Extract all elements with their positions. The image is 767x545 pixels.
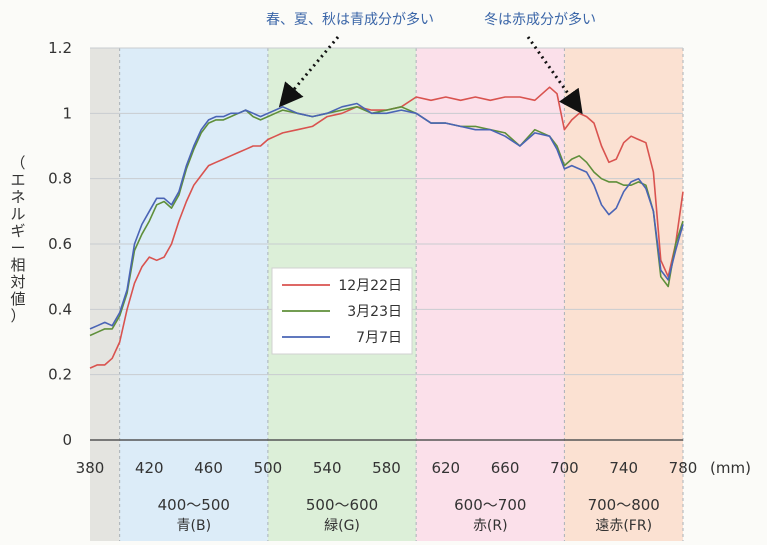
band-4 [564,48,683,541]
band-label-4: 700～800 [588,496,660,514]
band-label-2: 500～600 [306,496,378,514]
x-tick-label-9: 740 [609,459,638,477]
y-tick-label-4: 0.8 [48,170,72,188]
band-sublabel-1: 青(B) [177,518,212,534]
y-axis-label: （エネルギー相対値） [10,154,25,325]
y-tick-label-3: 0.6 [48,235,72,253]
annotation-text-0: 春、夏、秋は青成分が多い [266,11,434,28]
y-tick-label-2: 0.4 [48,300,72,318]
x-tick-label-3: 500 [254,459,283,477]
x-tick-label-1: 420 [135,459,164,477]
annotation-arrow-0 [278,36,340,108]
band-1 [119,48,268,541]
annotation-arrow-1 [526,36,583,115]
band-label-3: 600～700 [454,496,526,514]
band-label-1: 400～500 [158,496,230,514]
x-tick-label-8: 700 [550,459,579,477]
legend-label-2: 7月7日 [356,330,402,346]
y-tick-label-0: 0 [62,431,72,449]
x-tick-label-5: 580 [372,459,401,477]
x-tick-label-4: 540 [313,459,342,477]
band-sublabel-2: 緑(G) [324,518,360,534]
x-tick-label-2: 460 [194,459,223,477]
series-layer [89,86,684,369]
annotation-text-1: 冬は赤成分が多い [484,11,596,28]
series-line-2 [89,102,684,330]
legend-label-1: 3月23日 [347,304,402,320]
legend-label-0: 12月22日 [338,278,402,294]
y-tick-label-1: 0.2 [48,366,72,384]
x-tick-label-7: 660 [491,459,520,477]
band-sublabel-4: 遠赤(FR) [595,518,652,534]
y-tick-label-5: 1 [62,104,72,122]
x-unit-label: (mm) [710,459,751,477]
series-line-1 [89,106,684,337]
x-tick-label-6: 620 [431,459,460,477]
x-tick-label-10: 780 [669,459,698,477]
band-layer: 400～500 青(B) 500～600 緑(G) 600～700 赤(R) 700～800… [90,48,684,541]
x-tick-label-0: 380 [76,459,105,477]
band-0 [90,48,120,541]
axes-layer: 0 0.2 0.4 0.6 0.8 1 1.2 380 420 460 500 540 580 620 66… [10,39,750,477]
annotation-layer: 春、夏、秋は青成分が多い 冬は赤成分が多い [266,11,596,115]
legend: 12月22日 3月23日 7月7日 [271,267,413,355]
y-tick-label-6: 1.2 [48,39,72,57]
band-sublabel-3: 赤(R) [473,518,508,534]
